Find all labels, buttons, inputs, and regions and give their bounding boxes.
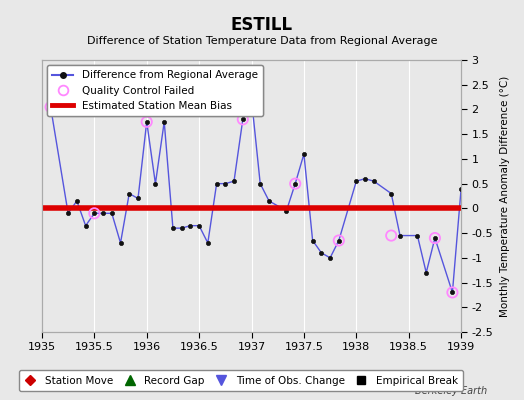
Legend: Station Move, Record Gap, Time of Obs. Change, Empirical Break: Station Move, Record Gap, Time of Obs. C… (19, 370, 463, 391)
Text: Berkeley Earth: Berkeley Earth (415, 386, 487, 396)
Point (291, 180, 299, 187)
Point (238, 116, 247, 122)
Text: ESTILL: ESTILL (231, 16, 293, 34)
Legend: Difference from Regional Average, Quality Control Failed, Estimated Station Mean: Difference from Regional Average, Qualit… (47, 65, 263, 116)
Point (90, 210, 99, 216)
Point (448, 289, 456, 296)
Point (431, 235, 439, 241)
Point (335, 237, 343, 244)
Point (47, 104, 55, 110)
Point (387, 232, 396, 239)
Y-axis label: Monthly Temperature Anomaly Difference (°C): Monthly Temperature Anomaly Difference (… (500, 75, 510, 317)
Point (143, 119, 151, 125)
Point (247, 96, 256, 103)
Text: Difference of Station Temperature Data from Regional Average: Difference of Station Temperature Data f… (87, 36, 437, 46)
